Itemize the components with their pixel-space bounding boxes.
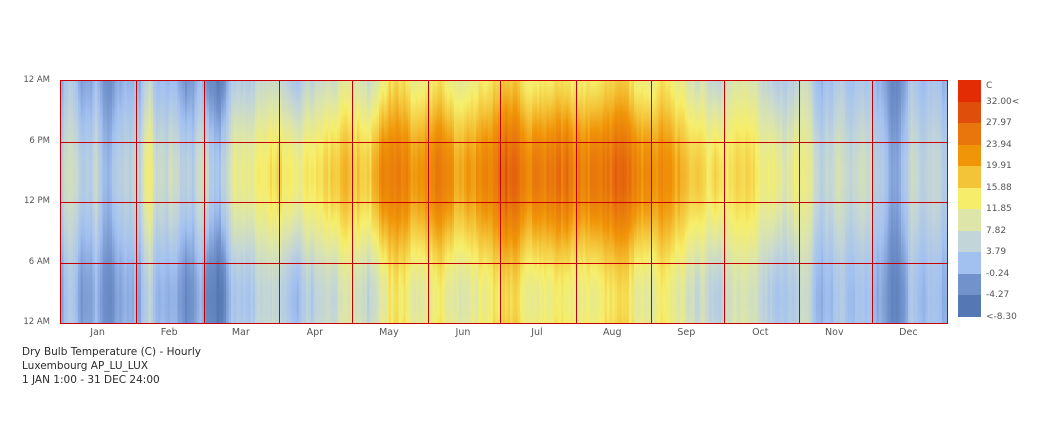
month-label: Feb bbox=[160, 327, 178, 338]
month-label: Jun bbox=[455, 327, 471, 338]
hour-grid-line bbox=[61, 141, 947, 143]
y-axis-tick-label: 12 AM bbox=[23, 317, 50, 327]
legend-threshold-label: <-8.30 bbox=[986, 311, 1017, 322]
legend-swatch bbox=[958, 209, 981, 231]
y-axis-tick-label: 12 PM bbox=[24, 196, 50, 206]
chart-location: Luxembourg AP_LU_LUX bbox=[22, 360, 149, 372]
month-label: Oct bbox=[752, 327, 769, 338]
month-label: Nov bbox=[825, 327, 844, 338]
y-axis-tick-label: 6 PM bbox=[29, 135, 50, 146]
legend-swatch bbox=[958, 273, 981, 295]
legend-threshold-label: 3.79 bbox=[986, 247, 1007, 257]
legend-threshold-label: 15.88 bbox=[986, 182, 1012, 193]
legend-swatch bbox=[958, 144, 981, 166]
hour-grid-line bbox=[61, 202, 947, 203]
y-axis-tick-label: 6 AM bbox=[28, 256, 50, 267]
legend-threshold-label: 23.94 bbox=[986, 139, 1012, 150]
chart-period: 1 JAN 1:00 - 31 DEC 24:00 bbox=[22, 374, 160, 386]
legend-swatch bbox=[958, 295, 981, 317]
month-label: Jul bbox=[531, 327, 543, 338]
month-label: Jan bbox=[90, 327, 105, 338]
legend-swatch bbox=[958, 166, 981, 188]
chart-title: Dry Bulb Temperature (C) - Hourly bbox=[22, 346, 201, 358]
month-label: Aug bbox=[602, 327, 622, 338]
legend-threshold-label: -4.27 bbox=[986, 290, 1010, 300]
chart-title-block: Dry Bulb Temperature (C) - Hourly Luxemb… bbox=[22, 345, 201, 387]
legend-threshold-label: 11.85 bbox=[986, 204, 1012, 214]
legend-threshold-label: 19.91 bbox=[986, 161, 1012, 171]
legend-threshold-label: 32.00< bbox=[986, 96, 1020, 107]
legend-swatches bbox=[958, 80, 1044, 317]
legend-swatch bbox=[958, 187, 981, 209]
legend-threshold-label: 27.97 bbox=[986, 118, 1012, 128]
legend-swatch bbox=[958, 123, 981, 145]
month-label: Dec bbox=[899, 327, 918, 338]
legend-unit-label: C bbox=[986, 81, 993, 91]
month-label: May bbox=[379, 327, 399, 338]
color-legend: C 32.00< 27.97 23.94 19.91 15.88 11.85 7.82 3.7… bbox=[958, 80, 1044, 330]
legend-threshold-label: 7.82 bbox=[986, 225, 1007, 236]
month-label: Apr bbox=[306, 327, 324, 338]
legend-swatch bbox=[958, 252, 981, 274]
month-label: Mar bbox=[231, 327, 250, 338]
legend-swatch bbox=[958, 101, 981, 123]
heatmap-plot-area bbox=[60, 80, 948, 324]
legend-threshold-label: -0.24 bbox=[986, 268, 1010, 279]
hour-grid-line bbox=[61, 262, 947, 264]
legend-swatch bbox=[958, 80, 981, 102]
month-label: Sep bbox=[677, 327, 696, 338]
y-axis-tick-label: 12 AM bbox=[23, 75, 50, 85]
legend-swatch bbox=[958, 230, 981, 252]
